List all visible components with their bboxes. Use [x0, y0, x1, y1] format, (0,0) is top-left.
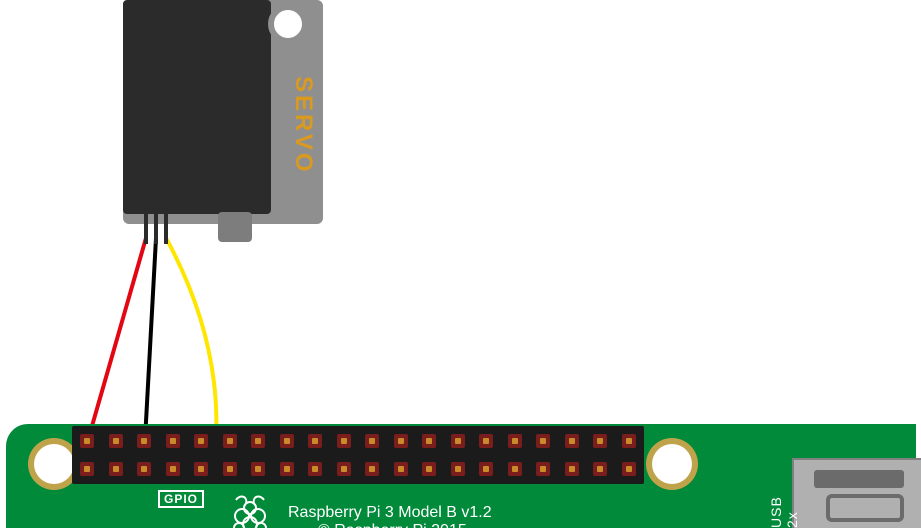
board-copyright-text: © Raspberry Pi 2015 — [318, 522, 467, 528]
gpio-pin — [365, 434, 379, 448]
servo-lead-1 — [144, 214, 148, 244]
gpio-pin — [365, 462, 379, 476]
gpio-pin — [137, 462, 151, 476]
gpio-pin — [565, 462, 579, 476]
gpio-pin — [508, 434, 522, 448]
gpio-pin — [280, 462, 294, 476]
gpio-pin — [308, 462, 322, 476]
usb-slot-icon — [814, 470, 904, 488]
gpio-pin — [109, 434, 123, 448]
gpio-pin — [451, 434, 465, 448]
usb-port-block — [792, 458, 921, 528]
servo-body — [123, 0, 271, 214]
gpio-pin — [536, 434, 550, 448]
gpio-pin — [194, 462, 208, 476]
gpio-pin — [337, 462, 351, 476]
gpio-label-text: GPIO — [164, 492, 198, 506]
gpio-silk-label: GPIO — [158, 490, 204, 508]
servo-mount-hole — [268, 4, 308, 44]
board-model-text: Raspberry Pi 3 Model B v1.2 — [288, 504, 492, 522]
gpio-pin — [422, 462, 436, 476]
servo-output-shaft — [218, 212, 252, 242]
gpio-pin — [80, 434, 94, 448]
gpio-pin — [194, 434, 208, 448]
gpio-pin — [508, 462, 522, 476]
gpio-pin — [536, 462, 550, 476]
gpio-pin — [166, 434, 180, 448]
gpio-header — [72, 426, 644, 484]
gpio-pin — [166, 462, 180, 476]
gpio-pin — [251, 462, 265, 476]
usb-silk-label: USB 2x — [768, 484, 800, 528]
servo-lead-3 — [164, 214, 168, 244]
gpio-pin — [479, 462, 493, 476]
gpio-pin — [622, 434, 636, 448]
ground-wire — [145, 238, 156, 440]
gpio-pin — [80, 462, 94, 476]
gpio-pin — [593, 462, 607, 476]
gpio-pin — [223, 462, 237, 476]
raspberry-logo-icon — [226, 494, 274, 528]
mount-hole-right — [652, 444, 692, 484]
gpio-pin — [422, 434, 436, 448]
gpio-pin — [137, 434, 151, 448]
gpio-pin — [223, 434, 237, 448]
gpio-pin — [593, 434, 607, 448]
gpio-pin — [622, 462, 636, 476]
gpio-pin — [394, 434, 408, 448]
mount-hole-left — [34, 444, 74, 484]
signal-wire — [166, 238, 216, 440]
usb-clip-icon — [826, 494, 904, 522]
gpio-pin — [565, 434, 579, 448]
gpio-pin — [394, 462, 408, 476]
servo-label: SERVO — [289, 76, 317, 175]
power-5v-wire — [88, 238, 146, 440]
gpio-pin — [337, 434, 351, 448]
gpio-pin — [451, 462, 465, 476]
diagram-canvas: SERVO GPIO Raspberry Pi 3 Model B v1.2 ©… — [0, 0, 921, 528]
gpio-pin — [479, 434, 493, 448]
gpio-pin — [308, 434, 322, 448]
gpio-pin — [280, 434, 294, 448]
gpio-pin — [251, 434, 265, 448]
servo-lead-2 — [154, 214, 158, 244]
gpio-pin — [109, 462, 123, 476]
